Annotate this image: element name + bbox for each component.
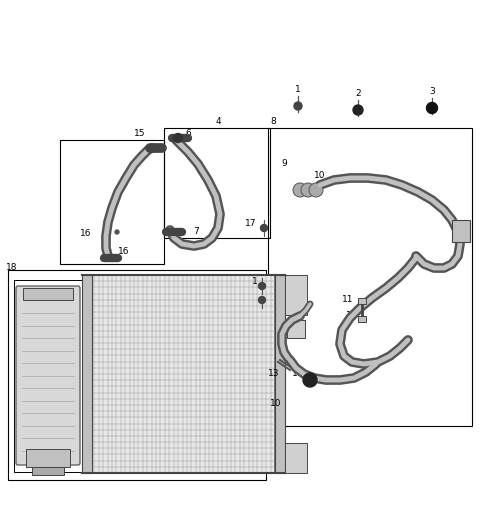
Text: 14: 14 <box>292 369 304 377</box>
Bar <box>285 443 307 473</box>
Text: 8: 8 <box>270 117 276 126</box>
Circle shape <box>309 183 323 197</box>
Bar <box>287 320 305 338</box>
Circle shape <box>115 230 119 234</box>
Bar <box>358 316 366 322</box>
Bar <box>90 275 275 473</box>
Bar <box>452 220 470 242</box>
Circle shape <box>259 283 265 289</box>
Text: 9: 9 <box>281 159 287 167</box>
Circle shape <box>261 224 267 231</box>
Bar <box>268 128 472 426</box>
Circle shape <box>301 183 315 197</box>
Text: 12: 12 <box>346 311 358 321</box>
Text: 5: 5 <box>169 136 175 144</box>
Text: 16: 16 <box>118 247 130 257</box>
Bar <box>82 275 92 473</box>
Bar <box>23 288 73 300</box>
Text: 6: 6 <box>185 130 191 139</box>
Text: 13: 13 <box>268 369 280 377</box>
Text: 11: 11 <box>342 295 354 305</box>
Bar <box>358 298 366 304</box>
Text: 3: 3 <box>429 88 435 96</box>
Text: 18: 18 <box>6 264 17 272</box>
Bar <box>26 449 70 467</box>
Text: 16: 16 <box>80 229 92 239</box>
Circle shape <box>427 102 437 114</box>
Text: 19: 19 <box>44 459 56 468</box>
Circle shape <box>259 296 265 304</box>
Circle shape <box>293 183 307 197</box>
Bar <box>32 467 64 475</box>
Text: 10: 10 <box>270 398 282 408</box>
Bar <box>164 128 270 238</box>
Text: 1: 1 <box>252 278 258 287</box>
Bar <box>90 275 275 473</box>
Circle shape <box>173 134 182 142</box>
FancyBboxPatch shape <box>16 286 80 465</box>
Circle shape <box>353 105 363 115</box>
Bar <box>60 140 164 264</box>
Circle shape <box>294 102 302 110</box>
Bar <box>275 275 285 473</box>
Text: 2: 2 <box>355 90 361 98</box>
Bar <box>8 270 266 480</box>
Text: 17: 17 <box>244 220 256 228</box>
Text: 4: 4 <box>215 117 221 126</box>
Circle shape <box>303 373 317 387</box>
Text: 7: 7 <box>193 227 199 237</box>
Text: 1: 1 <box>295 86 301 95</box>
Text: 15: 15 <box>134 130 146 139</box>
Bar <box>14 280 86 472</box>
Bar <box>285 275 307 315</box>
Text: 10: 10 <box>314 172 326 181</box>
